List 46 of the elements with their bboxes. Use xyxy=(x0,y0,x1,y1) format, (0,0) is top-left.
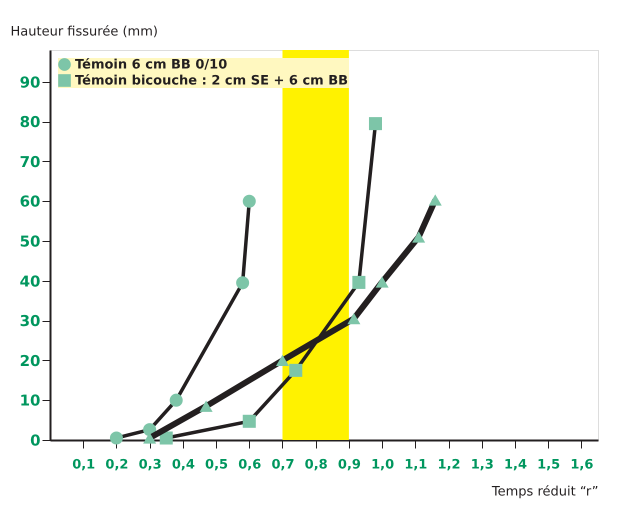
point xyxy=(352,276,366,289)
x-tick-label: 0,4 xyxy=(172,458,195,472)
point xyxy=(276,354,290,366)
point xyxy=(200,400,213,412)
point xyxy=(412,231,426,243)
x-axis-title: Temps réduit “r” xyxy=(490,484,598,500)
x-tick-label: 0,1 xyxy=(72,458,96,472)
legend-label: Témoin bicouche : 2 cm SE + 6 cm BB xyxy=(75,74,348,88)
x-tick-label: 1,1 xyxy=(404,458,428,472)
x-tick-label: 0,2 xyxy=(105,458,128,472)
y-tick-label: 90 xyxy=(20,73,40,92)
point xyxy=(242,194,256,208)
x-tick-label: 0,7 xyxy=(271,458,294,472)
y-tick-label: 80 xyxy=(20,113,40,132)
y-axis-title: Hauteur fissurée (mm) xyxy=(10,24,158,40)
point xyxy=(110,432,123,445)
point xyxy=(376,276,389,288)
point xyxy=(236,276,250,290)
point xyxy=(428,194,442,206)
x-tick-label: 1,2 xyxy=(438,458,461,472)
x-tick-label: 0,8 xyxy=(304,458,328,472)
x-tick-label: 0,6 xyxy=(238,458,262,472)
x-tick-label: 0,9 xyxy=(338,458,361,472)
y-tick-label: 0 xyxy=(30,432,40,450)
point xyxy=(160,431,173,445)
x-tick-label: 1,3 xyxy=(470,458,494,472)
x-tick-label: 0,5 xyxy=(205,458,228,472)
x-tick-label: 1,5 xyxy=(537,458,560,472)
x-tick-label: 1,0 xyxy=(371,458,394,472)
y-tick-label: 20 xyxy=(20,352,40,370)
x-tick-label: 0,3 xyxy=(138,458,162,472)
legend-label: Témoin 6 cm BB 0/10 xyxy=(75,58,228,72)
point xyxy=(368,117,382,130)
x-tick-label: 1,6 xyxy=(570,458,594,472)
y-tick-label: 40 xyxy=(20,272,40,290)
point xyxy=(242,414,256,428)
point xyxy=(143,432,156,444)
y-tick-label: 60 xyxy=(20,192,40,211)
point xyxy=(170,394,183,407)
y-tick-label: 70 xyxy=(20,152,40,171)
x-tick-label: 1,4 xyxy=(504,458,527,472)
point xyxy=(289,364,302,377)
y-tick-label: 30 xyxy=(20,312,40,330)
point xyxy=(347,312,360,324)
y-tick-label: 10 xyxy=(20,392,40,410)
y-tick-label: 50 xyxy=(20,232,40,251)
